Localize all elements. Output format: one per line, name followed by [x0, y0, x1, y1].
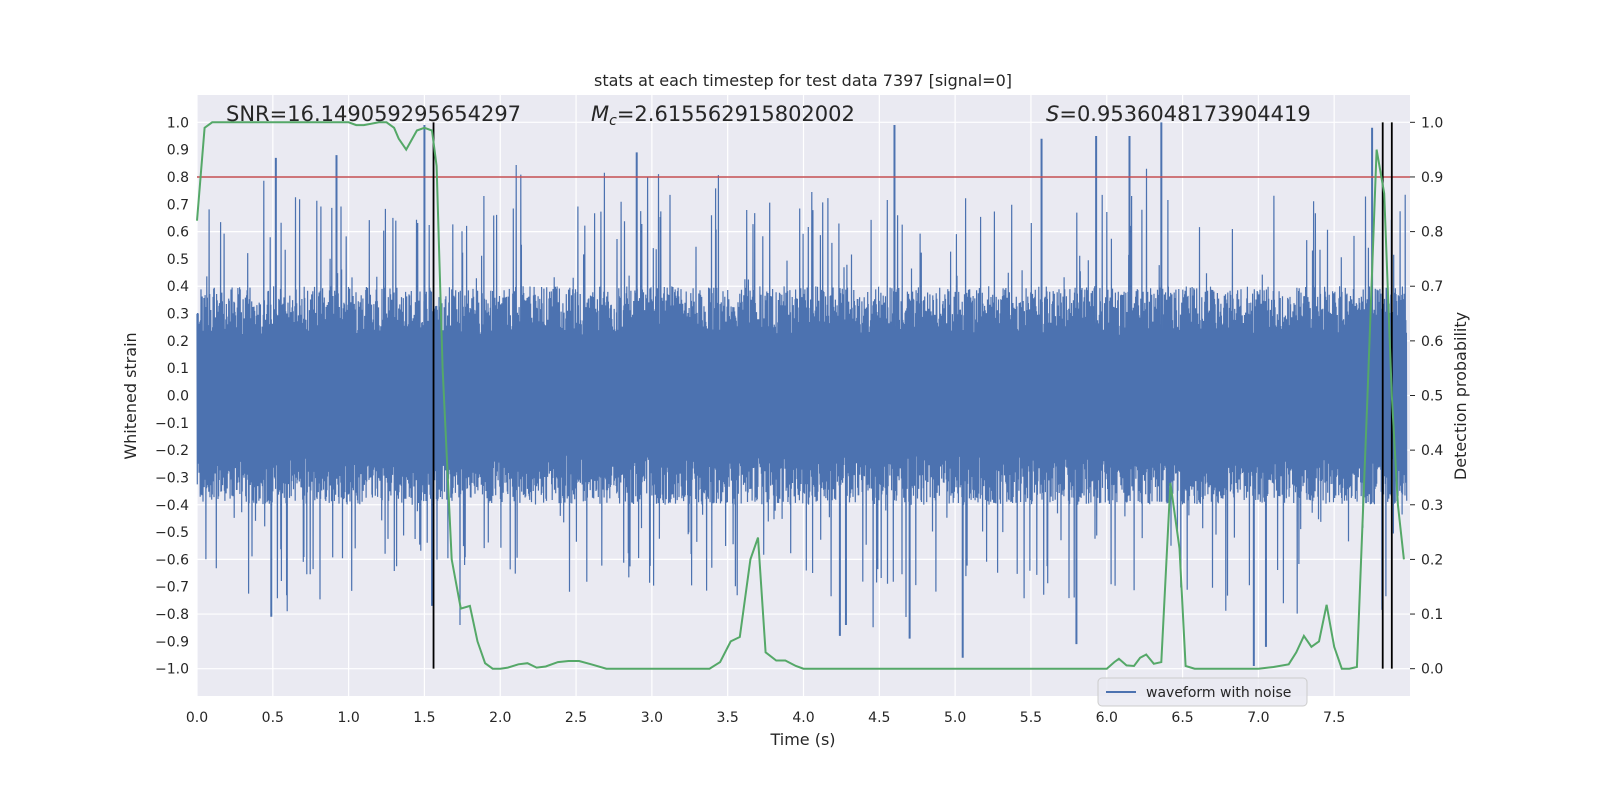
- y-left-tick-label: −0.5: [155, 525, 189, 541]
- y-left-tick-label: 0.8: [167, 170, 189, 186]
- legend-box: [1097, 677, 1308, 707]
- y-left-tick-label: 0.6: [167, 225, 189, 241]
- y-right-tick-label: 0.2: [1421, 552, 1443, 568]
- x-tick-label: 7.5: [1323, 710, 1345, 726]
- score-annotation: S=0.9536048173904419: [1046, 102, 1311, 126]
- snr-annotation: SNR=16.149059295654297: [226, 102, 521, 126]
- x-tick-label: 0.5: [262, 710, 284, 726]
- y-left-tick-label: −0.1: [155, 416, 189, 432]
- y-right-tick-label: 0.5: [1421, 389, 1443, 405]
- y-right-tick-label: 0.7: [1421, 279, 1443, 295]
- y-left-tick-label: 0.4: [167, 279, 189, 295]
- y-right-tick-label: 0.0: [1421, 662, 1443, 678]
- y-left-tick-label: 0.1: [167, 361, 189, 377]
- x-tick-label: 1.0: [337, 710, 359, 726]
- y-right-tick-label: 0.8: [1421, 225, 1443, 241]
- y-right-tick-label: 0.9: [1421, 170, 1443, 186]
- waveform-series: [196, 122, 1408, 666]
- y-left-tick-label: 0.3: [167, 307, 189, 323]
- y-right-tick-label: 1.0: [1421, 115, 1443, 131]
- x-tick-label: 0.0: [186, 710, 208, 726]
- y-left-tick-label: −0.9: [155, 634, 189, 650]
- x-tick-label: 7.0: [1247, 710, 1269, 726]
- x-tick-label: 4.5: [868, 710, 890, 726]
- y-left-tick-label: −0.2: [155, 443, 189, 459]
- x-tick-label: 2.0: [489, 710, 511, 726]
- y-right-tick-label: 0.1: [1421, 607, 1443, 623]
- y-right-tick-label: 0.3: [1421, 498, 1443, 514]
- x-tick-label: 3.0: [641, 710, 663, 726]
- y-left-tick-label: −0.6: [155, 552, 189, 568]
- x-tick-label: 6.5: [1171, 710, 1193, 726]
- y-left-tick-label: −1.0: [155, 662, 189, 678]
- y-left-tick-label: −0.7: [155, 580, 189, 596]
- y-right-tick-label: 0.6: [1421, 334, 1443, 350]
- x-tick-label: 3.5: [717, 710, 739, 726]
- y-left-tick-label: 0.7: [167, 197, 189, 213]
- y-right-tick-label: 0.4: [1421, 443, 1443, 459]
- y-left-tick-label: −0.8: [155, 607, 189, 623]
- y-left-tick-label: 0.9: [167, 143, 189, 159]
- y-left-tick-label: −0.4: [155, 498, 189, 514]
- y-axis-left-label: Whitened strain: [121, 332, 140, 459]
- y-axis-right-label: Detection probability: [1451, 312, 1470, 480]
- y-left-tick-label: 0.2: [167, 334, 189, 350]
- y-left-tick-label: 0.0: [167, 389, 189, 405]
- y-axis-left-ticks: 1.0 0.9 0.8 0.7 0.6 0.5 0.4 0.3 0.2 0.1 0.0 −0.1 −0.…: [155, 115, 189, 677]
- legend-label: waveform with noise: [1146, 685, 1291, 701]
- y-left-tick-label: −0.3: [155, 470, 189, 486]
- y-axis-right-ticks: 1.0 0.9 0.8 0.7 0.6 0.5 0.4 0.3 0.2 0.1 0.0: [1410, 115, 1443, 678]
- x-tick-label: 5.0: [944, 710, 966, 726]
- chart-title: stats at each timestep for test data 739…: [594, 71, 1012, 90]
- y-left-tick-label: 0.5: [167, 252, 189, 268]
- x-tick-label: 2.5: [565, 710, 587, 726]
- x-tick-label: 1.5: [413, 710, 435, 726]
- x-axis-ticks: 0.0 0.5 1.0 1.5 2.0 2.5 3.0 3.5 4.0 4.5 5.0 5.5 6.0 6…: [186, 710, 1345, 726]
- x-tick-label: 4.0: [792, 710, 814, 726]
- chirp-mass-annotation: Mc=2.615562915802002: [591, 102, 855, 129]
- detection-probability-line: [196, 121, 1405, 670]
- y-left-tick-label: 1.0: [167, 115, 189, 131]
- waveform-line: [196, 164, 1408, 628]
- x-tick-label: 6.0: [1096, 710, 1118, 726]
- x-axis-label: Time (s): [769, 730, 835, 749]
- x-tick-label: 5.5: [1020, 710, 1042, 726]
- legend: waveform with noise: [1097, 677, 1308, 707]
